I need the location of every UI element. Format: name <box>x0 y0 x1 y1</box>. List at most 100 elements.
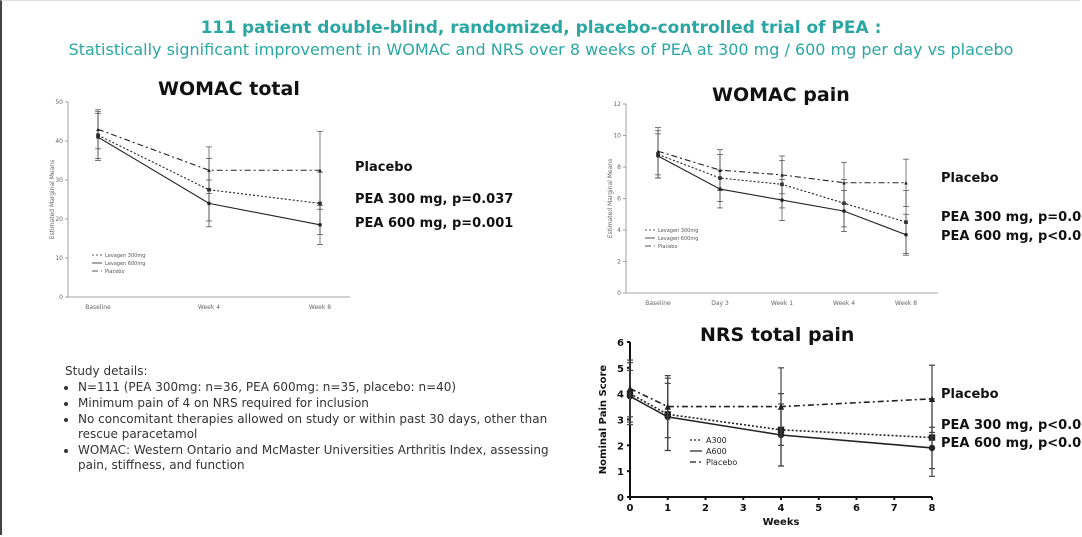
y-tick-label: 5 <box>617 364 624 375</box>
y-tick-label: 3 <box>617 416 624 427</box>
y-tick-label: 50 <box>55 99 63 106</box>
y-tick-label: 10 <box>613 133 621 140</box>
womac-pain-chart: 0 2 4 6 8 10 12 Baseline Day 3 Week 1 Week 4 Week 8… <box>590 96 940 315</box>
series-line <box>629 395 933 449</box>
y-axis-label: Estimated Marginal Means <box>49 160 56 239</box>
y-tick-label: 40 <box>55 138 63 145</box>
y-tick-label: 0 <box>617 290 621 297</box>
study-detail-item: WOMAC: Western Ontario and McMaster Univ… <box>78 443 565 473</box>
data-point <box>318 168 322 173</box>
series-line <box>629 392 933 439</box>
nrs-chart: 0 1 2 3 4 5 6 0 1 2 3 4 5 6 7 8 Nominal Pain Score Weeks A… <box>590 330 940 534</box>
data-point <box>842 209 846 213</box>
slide-subtitle: Statistically significant improvement in… <box>68 40 1014 59</box>
data-point <box>780 173 784 177</box>
chart-svg: 0 10 20 30 40 50 Baseline Week 4 Week 8 Estimated… <box>49 99 350 311</box>
y-tick-label: 30 <box>55 177 63 184</box>
data-point <box>928 444 936 452</box>
data-point <box>207 168 211 173</box>
womac-total-placebo-label: Placebo <box>355 160 413 175</box>
chart-svg: 0 1 2 3 4 5 6 0 1 2 3 4 5 6 7 8 Nominal Pain Score Weeks A… <box>598 338 936 528</box>
x-tick-label: 7 <box>891 503 898 514</box>
x-tick-label: Week 4 <box>198 304 220 311</box>
y-tick-label: 6 <box>617 338 624 349</box>
data-point <box>656 149 660 154</box>
womac-total-chart: 0 10 20 30 40 50 Baseline Week 4 Week 8 Estimated… <box>30 90 360 319</box>
x-tick-label: Week 8 <box>895 300 917 307</box>
x-tick-label: Week 4 <box>833 300 855 307</box>
data-point <box>96 127 100 132</box>
series-placebo <box>95 109 323 210</box>
nrs-pea300-label: PEA 300 mg, p<0.001 <box>941 418 1082 433</box>
study-detail-item: Minimum pain of 4 on NRS required for in… <box>78 396 565 411</box>
legend-label: Placebo <box>105 269 125 275</box>
y-tick-label: 0 <box>59 294 63 301</box>
womac-total-pea300-label: PEA 300 mg, p=0.037 <box>355 192 514 207</box>
womac-total-pea600-label: PEA 600 mg, p=0.001 <box>355 216 514 231</box>
slide-title: 111 patient double-blind, randomized, pl… <box>200 18 882 38</box>
legend-label: Placebo <box>658 244 678 250</box>
data-point <box>928 395 936 403</box>
legend-label: A300 <box>706 436 727 445</box>
x-tick-label: Week 8 <box>309 304 331 311</box>
x-tick-label: 6 <box>853 503 860 514</box>
x-tick-label: 8 <box>929 503 936 514</box>
y-tick-label: 20 <box>55 216 63 223</box>
womac-pain-pea600-label: PEA 600 mg, p<0.001 <box>941 229 1082 244</box>
study-detail-item: N=111 (PEA 300mg: n=36, PEA 600mg: n=35,… <box>78 380 565 395</box>
chart-svg: 0 2 4 6 8 10 12 Baseline Day 3 Week 1 Week 4 Week 8… <box>607 101 938 307</box>
series-line <box>97 128 320 171</box>
legend-label: Levagen 600mg <box>658 236 698 242</box>
y-tick-label: 0 <box>617 493 624 504</box>
x-tick-label: Day 3 <box>711 300 729 307</box>
series-placebo <box>655 127 909 207</box>
nrs-title: NRS total pain <box>700 324 855 346</box>
x-tick-label: 4 <box>778 503 785 514</box>
study-details-heading: Study details: <box>65 364 148 378</box>
x-tick-label: 0 <box>627 503 634 514</box>
data-point <box>777 403 785 410</box>
legend-label: Levagen 300mg <box>105 253 145 259</box>
y-tick-label: 1 <box>617 467 624 478</box>
nrs-pea600-label: PEA 600 mg, p<0.001 <box>941 436 1082 451</box>
legend-label: A600 <box>706 447 727 456</box>
data-point <box>780 198 784 202</box>
data-point <box>664 403 671 410</box>
x-tick-label: Baseline <box>645 300 671 307</box>
y-tick-label: 8 <box>617 164 621 171</box>
x-tick-label: 1 <box>664 503 671 514</box>
study-detail-item: No concomitant therapies allowed on stud… <box>78 412 565 442</box>
study-details-list: N=111 (PEA 300mg: n=36, PEA 600mg: n=35,… <box>65 380 565 473</box>
legend-label: Levagen 600mg <box>105 261 145 267</box>
y-tick-label: 2 <box>617 441 624 452</box>
data-point <box>318 223 322 227</box>
series-line <box>97 134 321 204</box>
y-tick-label: 2 <box>617 259 621 266</box>
data-point <box>904 232 908 237</box>
womac-pain-placebo-label: Placebo <box>941 171 999 186</box>
y-axis-label: Estimated Marginal Means <box>607 159 614 238</box>
x-tick-label: 2 <box>702 503 709 514</box>
data-point <box>904 180 908 185</box>
data-point <box>718 168 722 172</box>
y-tick-label: 10 <box>55 255 63 262</box>
data-point <box>626 385 634 392</box>
y-tick-label: 4 <box>617 227 621 234</box>
x-axis-label: Weeks <box>763 517 800 528</box>
y-tick-label: 4 <box>617 390 624 401</box>
womac-pain-pea300-label: PEA 300 mg, p=0.007 <box>941 210 1082 225</box>
x-tick-label: Week 1 <box>771 300 793 307</box>
x-tick-label: 5 <box>815 503 822 514</box>
legend-label: Placebo <box>706 458 737 467</box>
data-point <box>842 180 846 185</box>
data-point <box>207 201 211 206</box>
legend-label: Levagen 300mg <box>658 228 698 234</box>
y-axis-label: Nominal Pain Score <box>598 365 609 475</box>
y-tick-label: 12 <box>613 101 621 108</box>
y-tick-label: 6 <box>617 196 621 203</box>
series-placebo <box>626 359 936 446</box>
x-tick-label: 3 <box>740 503 747 514</box>
series-line <box>629 387 933 408</box>
womac-total-title: WOMAC total <box>158 78 300 100</box>
